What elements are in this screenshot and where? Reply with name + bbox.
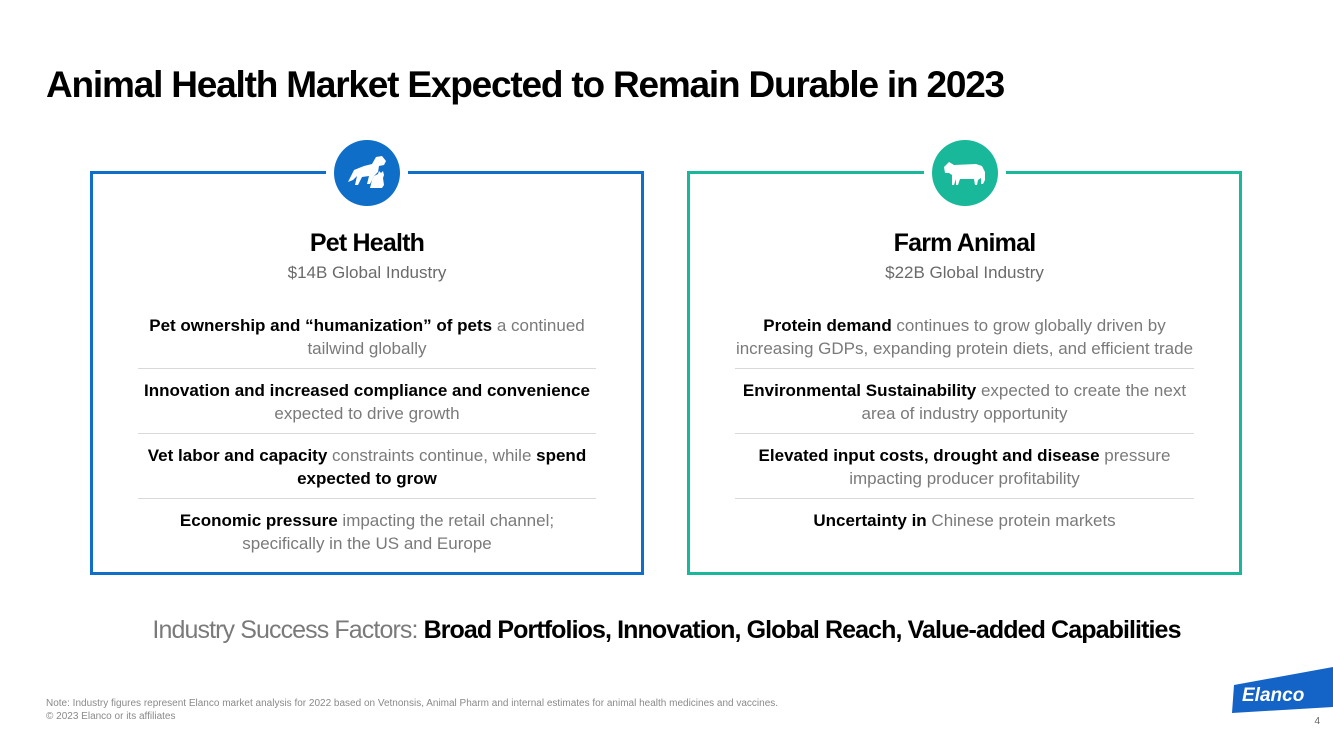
success-factors: Industry Success Factors: Broad Portfoli…: [0, 616, 1333, 645]
emphasis-text: Pet ownership and “humanization” of pets: [149, 316, 493, 335]
emphasis-text: Environmental Sustainability: [742, 381, 977, 400]
card-subtitle: $14B Global Industry: [287, 263, 447, 282]
bullet-list: Protein demand continues to grow globall…: [735, 310, 1194, 540]
list-item: Innovation and increased compliance and …: [138, 369, 596, 434]
body-text: expected to drive growth: [274, 404, 460, 423]
footer-note: Note: Industry figures represent Elanco …: [46, 697, 778, 723]
body-text: expected to create the next area of indu…: [861, 381, 1187, 423]
list-item: Economic pressure impacting the retail c…: [138, 499, 596, 563]
card-title: Pet Health: [309, 229, 425, 257]
list-item: Elevated input costs, drought and diseas…: [735, 434, 1194, 499]
emphasis-text: spend expected to grow: [297, 446, 587, 488]
body-text: continues to grow globally driven by inc…: [735, 316, 1194, 358]
bullet-list: Pet ownership and “humanization” of pets…: [138, 310, 596, 563]
emphasis-text: Uncertainty in: [813, 511, 927, 530]
farm-animal-card: Farm Animal $22B Global Industry Protein…: [687, 138, 1242, 575]
page-number: 4: [1314, 716, 1320, 727]
slide-title: Animal Health Market Expected to Remain …: [46, 64, 1005, 105]
list-item: Vet labor and capacity constraints conti…: [138, 434, 596, 499]
pet-badge: [326, 138, 408, 206]
copyright: © 2023 Elanco or its affiliates: [46, 711, 176, 722]
body-text: pressure impacting producer profitabilit…: [849, 446, 1171, 488]
emphasis-text: Vet labor and capacity: [147, 446, 328, 465]
dog-cat-icon: [334, 140, 400, 206]
pet-health-card: Pet Health $14B Global Industry Pet owne…: [90, 138, 644, 575]
footnote: Note: Industry figures represent Elanco …: [46, 698, 779, 709]
list-item: Protein demand continues to grow globall…: [735, 310, 1194, 369]
body-text: a continued tailwind globally: [307, 316, 585, 358]
body-text: Chinese protein markets: [926, 511, 1116, 530]
success-factors-label: Industry Success Factors:: [152, 616, 418, 644]
list-item: Uncertainty in Chinese protein markets: [735, 499, 1194, 540]
emphasis-text: Innovation and increased compliance and …: [144, 381, 590, 400]
farm-badge: [923, 138, 1006, 206]
emphasis-text: Elevated input costs, drought and diseas…: [758, 446, 1100, 465]
list-item: Environmental Sustainability expected to…: [735, 369, 1194, 434]
elanco-logo: Elanco: [1228, 667, 1333, 715]
emphasis-text: Economic pressure: [179, 511, 338, 530]
card-title: Farm Animal: [893, 229, 1037, 257]
list-item: Pet ownership and “humanization” of pets…: [138, 310, 596, 369]
body-text: constraints continue, while: [327, 446, 537, 465]
success-factors-value: Broad Portfolios, Innovation, Global Rea…: [423, 616, 1182, 644]
cow-icon: [931, 140, 998, 206]
emphasis-text: Protein demand: [763, 316, 892, 335]
card-subtitle: $22B Global Industry: [885, 263, 1044, 282]
logo-text: Elanco: [1242, 685, 1304, 706]
body-text: impacting the retail channel; specifical…: [242, 511, 555, 553]
